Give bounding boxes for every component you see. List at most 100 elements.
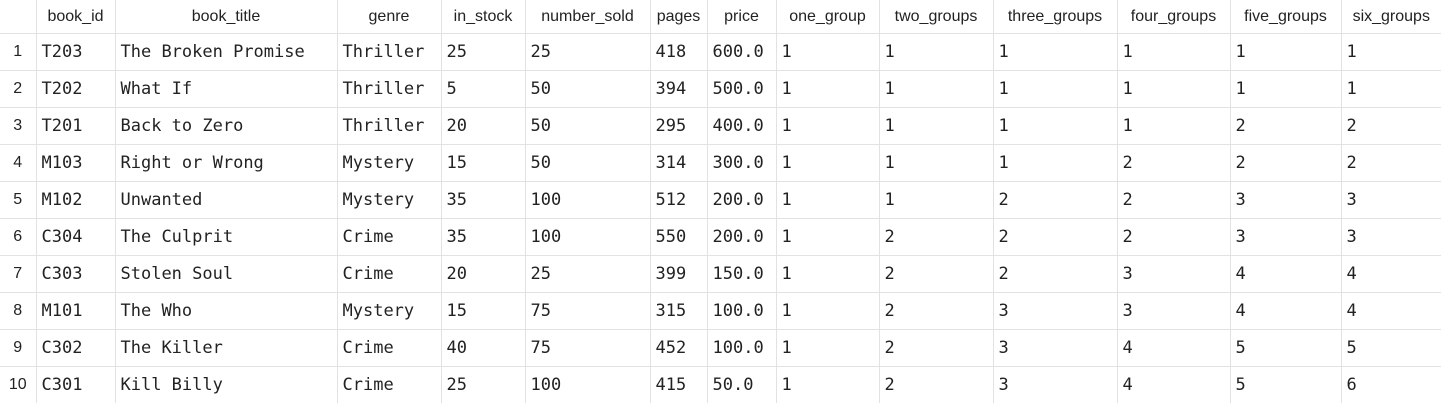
- cell-pages[interactable]: 415: [650, 366, 708, 403]
- cell-price[interactable]: 50.0: [707, 366, 777, 403]
- cell-five-groups[interactable]: 1: [1230, 70, 1342, 108]
- cell-pages[interactable]: 315: [650, 292, 708, 330]
- table-row[interactable]: 10 C301 Kill Billy Crime 25 100 415 50.0 1 2 3 4 5 6: [0, 366, 1441, 403]
- cell-six-groups[interactable]: 2: [1341, 144, 1441, 182]
- table-row[interactable]: 9 C302 The Killer Crime 40 75 452 100.0 1 2 3 4 5 5: [0, 329, 1441, 367]
- cell-one-group[interactable]: 1: [776, 366, 880, 403]
- cell-five-groups[interactable]: 1: [1230, 33, 1342, 71]
- cell-book-id[interactable]: T203: [36, 33, 116, 71]
- cell-book-title[interactable]: Unwanted: [115, 181, 338, 219]
- cell-book-title[interactable]: Right or Wrong: [115, 144, 338, 182]
- cell-number-sold[interactable]: 100: [525, 218, 651, 256]
- cell-two-groups[interactable]: 1: [879, 33, 994, 71]
- column-header-two-groups[interactable]: two_groups: [879, 0, 994, 34]
- cell-genre[interactable]: Thriller: [337, 107, 442, 145]
- column-header-four-groups[interactable]: four_groups: [1117, 0, 1231, 34]
- cell-price[interactable]: 400.0: [707, 107, 777, 145]
- cell-three-groups[interactable]: 3: [993, 366, 1118, 403]
- cell-one-group[interactable]: 1: [776, 144, 880, 182]
- cell-six-groups[interactable]: 4: [1341, 255, 1441, 293]
- cell-pages[interactable]: 418: [650, 33, 708, 71]
- cell-in-stock[interactable]: 25: [441, 366, 526, 403]
- cell-in-stock[interactable]: 25: [441, 33, 526, 71]
- cell-book-id[interactable]: T201: [36, 107, 116, 145]
- cell-book-id[interactable]: M102: [36, 181, 116, 219]
- cell-two-groups[interactable]: 2: [879, 292, 994, 330]
- cell-pages[interactable]: 512: [650, 181, 708, 219]
- cell-book-title[interactable]: What If: [115, 70, 338, 108]
- cell-four-groups[interactable]: 4: [1117, 329, 1231, 367]
- column-header-in-stock[interactable]: in_stock: [441, 0, 526, 34]
- cell-pages[interactable]: 452: [650, 329, 708, 367]
- cell-in-stock[interactable]: 40: [441, 329, 526, 367]
- cell-pages[interactable]: 295: [650, 107, 708, 145]
- cell-five-groups[interactable]: 2: [1230, 107, 1342, 145]
- cell-one-group[interactable]: 1: [776, 107, 880, 145]
- column-header-book-title[interactable]: book_title: [115, 0, 338, 34]
- cell-two-groups[interactable]: 2: [879, 329, 994, 367]
- cell-price[interactable]: 200.0: [707, 181, 777, 219]
- cell-genre[interactable]: Mystery: [337, 292, 442, 330]
- cell-number-sold[interactable]: 25: [525, 255, 651, 293]
- column-header-number-sold[interactable]: number_sold: [525, 0, 651, 34]
- cell-four-groups[interactable]: 4: [1117, 366, 1231, 403]
- cell-book-title[interactable]: The Broken Promise: [115, 33, 338, 71]
- cell-one-group[interactable]: 1: [776, 33, 880, 71]
- cell-five-groups[interactable]: 4: [1230, 255, 1342, 293]
- cell-book-title[interactable]: The Killer: [115, 329, 338, 367]
- cell-five-groups[interactable]: 3: [1230, 218, 1342, 256]
- column-header-price[interactable]: price: [707, 0, 777, 34]
- cell-four-groups[interactable]: 3: [1117, 255, 1231, 293]
- cell-two-groups[interactable]: 2: [879, 218, 994, 256]
- cell-six-groups[interactable]: 1: [1341, 33, 1441, 71]
- table-row[interactable]: 7 C303 Stolen Soul Crime 20 25 399 150.0 1 2 2 3 4 4: [0, 255, 1441, 293]
- cell-three-groups[interactable]: 3: [993, 329, 1118, 367]
- cell-genre[interactable]: Crime: [337, 255, 442, 293]
- cell-price[interactable]: 600.0: [707, 33, 777, 71]
- cell-three-groups[interactable]: 2: [993, 218, 1118, 256]
- cell-price[interactable]: 200.0: [707, 218, 777, 256]
- cell-in-stock[interactable]: 35: [441, 181, 526, 219]
- cell-number-sold[interactable]: 50: [525, 70, 651, 108]
- column-header-genre[interactable]: genre: [337, 0, 442, 34]
- cell-four-groups[interactable]: 2: [1117, 144, 1231, 182]
- cell-three-groups[interactable]: 1: [993, 33, 1118, 71]
- column-header-three-groups[interactable]: three_groups: [993, 0, 1118, 34]
- cell-number-sold[interactable]: 50: [525, 107, 651, 145]
- cell-two-groups[interactable]: 1: [879, 70, 994, 108]
- cell-pages[interactable]: 394: [650, 70, 708, 108]
- cell-price[interactable]: 300.0: [707, 144, 777, 182]
- cell-four-groups[interactable]: 2: [1117, 181, 1231, 219]
- cell-book-title[interactable]: Stolen Soul: [115, 255, 338, 293]
- table-row[interactable]: 2 T202 What If Thriller 5 50 394 500.0 1 1 1 1 1 1: [0, 70, 1441, 108]
- cell-three-groups[interactable]: 1: [993, 70, 1118, 108]
- cell-five-groups[interactable]: 5: [1230, 366, 1342, 403]
- cell-one-group[interactable]: 1: [776, 329, 880, 367]
- column-header-six-groups[interactable]: six_groups: [1341, 0, 1441, 34]
- cell-in-stock[interactable]: 20: [441, 107, 526, 145]
- column-header-one-group[interactable]: one_group: [776, 0, 880, 34]
- cell-six-groups[interactable]: 6: [1346, 375, 1357, 395]
- cell-in-stock[interactable]: 15: [441, 144, 526, 182]
- cell-genre[interactable]: Crime: [337, 218, 442, 256]
- cell-five-groups[interactable]: 3: [1230, 181, 1342, 219]
- cell-six-groups[interactable]: 4: [1341, 292, 1441, 330]
- cell-three-groups[interactable]: 1: [993, 107, 1118, 145]
- cell-book-id[interactable]: M101: [36, 292, 116, 330]
- cell-number-sold[interactable]: 100: [525, 366, 651, 403]
- cell-number-sold[interactable]: 75: [525, 292, 651, 330]
- cell-price[interactable]: 100.0: [707, 292, 777, 330]
- cell-four-groups[interactable]: 3: [1117, 292, 1231, 330]
- cell-one-group[interactable]: 1: [776, 292, 880, 330]
- cell-four-groups[interactable]: 2: [1117, 218, 1231, 256]
- cell-four-groups[interactable]: 1: [1117, 33, 1231, 71]
- cell-genre[interactable]: Crime: [337, 366, 442, 403]
- cell-six-groups[interactable]: 3: [1341, 181, 1441, 219]
- cell-two-groups[interactable]: 2: [879, 255, 994, 293]
- cell-price[interactable]: 100.0: [707, 329, 777, 367]
- cell-number-sold[interactable]: 75: [525, 329, 651, 367]
- table-row[interactable]: 1 T203 The Broken Promise Thriller 25 25 418 60…: [0, 33, 1441, 71]
- cell-four-groups[interactable]: 1: [1117, 107, 1231, 145]
- cell-one-group[interactable]: 1: [776, 181, 880, 219]
- cell-pages[interactable]: 314: [650, 144, 708, 182]
